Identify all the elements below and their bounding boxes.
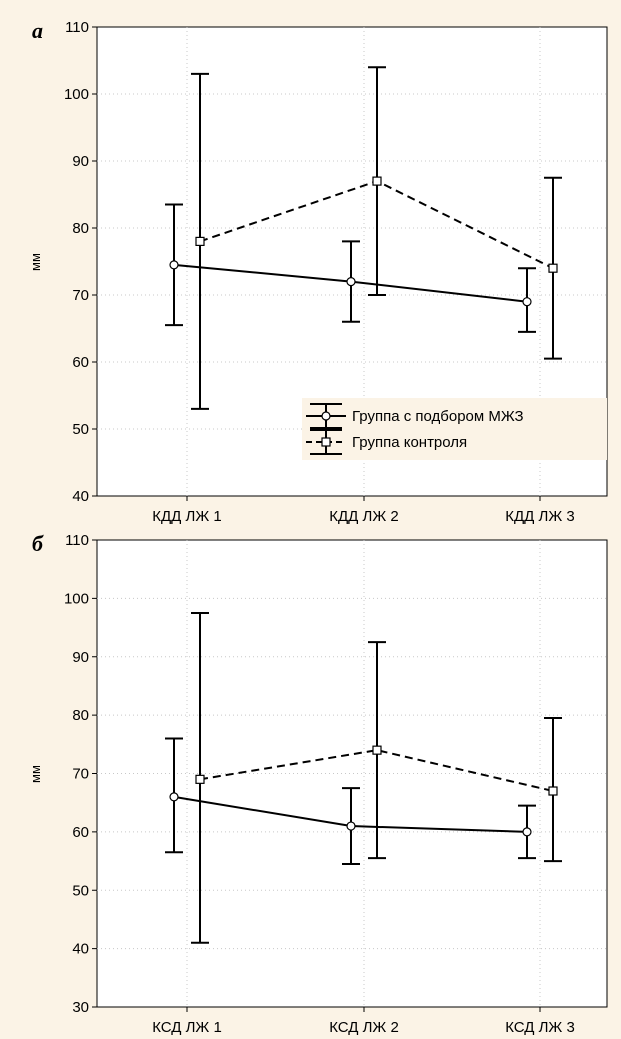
y-tick-label: 50 <box>72 882 89 899</box>
y-ticks-a: 40 50 60 70 80 90 100 110 <box>64 19 97 505</box>
data-point <box>346 277 356 287</box>
y-tick-label: 60 <box>72 824 89 841</box>
y-tick-label: 40 <box>72 488 89 505</box>
y-tick-label: 40 <box>72 941 89 958</box>
y-tick-label: 60 <box>72 354 89 371</box>
x-tick-label: КДД ЛЖ 3 <box>505 508 574 525</box>
y-tick-label: 70 <box>72 287 89 304</box>
panel-b-letter: б <box>32 531 44 556</box>
data-point <box>372 176 382 186</box>
y-tick-label: 80 <box>72 220 89 237</box>
y-ticks-b: 30 40 50 60 70 80 90 100 110 <box>64 532 97 1016</box>
y-tick-label: 110 <box>65 19 89 36</box>
y-tick-label: 100 <box>64 590 89 607</box>
y-tick-label: 70 <box>72 766 89 783</box>
legend: Группа с подбором МЖЗ Группа контроля <box>302 398 607 460</box>
data-point <box>346 821 356 831</box>
legend-box <box>302 398 607 460</box>
legend-label-dashed: Группа контроля <box>352 434 467 451</box>
panel-a-letter: а <box>32 18 43 43</box>
series-b <box>165 611 562 944</box>
y-tick-label: 80 <box>72 707 89 724</box>
x-tick-label: КДД ЛЖ 2 <box>329 508 398 525</box>
data-point <box>548 263 558 273</box>
data-point <box>522 827 532 837</box>
x-tick-label: КСД ЛЖ 3 <box>505 1019 575 1036</box>
data-point <box>169 260 179 270</box>
data-point <box>372 745 382 755</box>
y-axis-label-b: мм <box>28 765 43 783</box>
series-line-dashed <box>199 749 554 792</box>
x-tick-label: КСД ЛЖ 1 <box>152 1019 222 1036</box>
data-point <box>548 786 558 796</box>
y-tick-label: 90 <box>72 153 89 170</box>
legend-label-solid: Группа с подбором МЖЗ <box>352 408 524 425</box>
legend-item-solid-symbol <box>306 403 346 429</box>
data-point <box>195 236 205 246</box>
y-tick-label: 90 <box>72 649 89 666</box>
y-tick-label: 30 <box>72 999 89 1016</box>
x-labels-a: КДД ЛЖ 1 КДД ЛЖ 2 КДД ЛЖ 3 <box>152 496 575 525</box>
data-point <box>522 297 532 307</box>
y-tick-label: 50 <box>72 421 89 438</box>
x-tick-label: КСД ЛЖ 2 <box>329 1019 399 1036</box>
series-a <box>165 66 562 410</box>
x-labels-b: КСД ЛЖ 1 КСД ЛЖ 2 КСД ЛЖ 3 <box>152 1007 575 1036</box>
x-tick-label: КДД ЛЖ 1 <box>152 508 221 525</box>
data-point <box>169 792 179 802</box>
y-tick-label: 110 <box>65 532 89 549</box>
y-axis-label-a: мм <box>28 253 43 271</box>
data-point <box>195 774 205 784</box>
y-tick-label: 100 <box>64 86 89 103</box>
legend-item-dashed-symbol <box>306 429 346 455</box>
